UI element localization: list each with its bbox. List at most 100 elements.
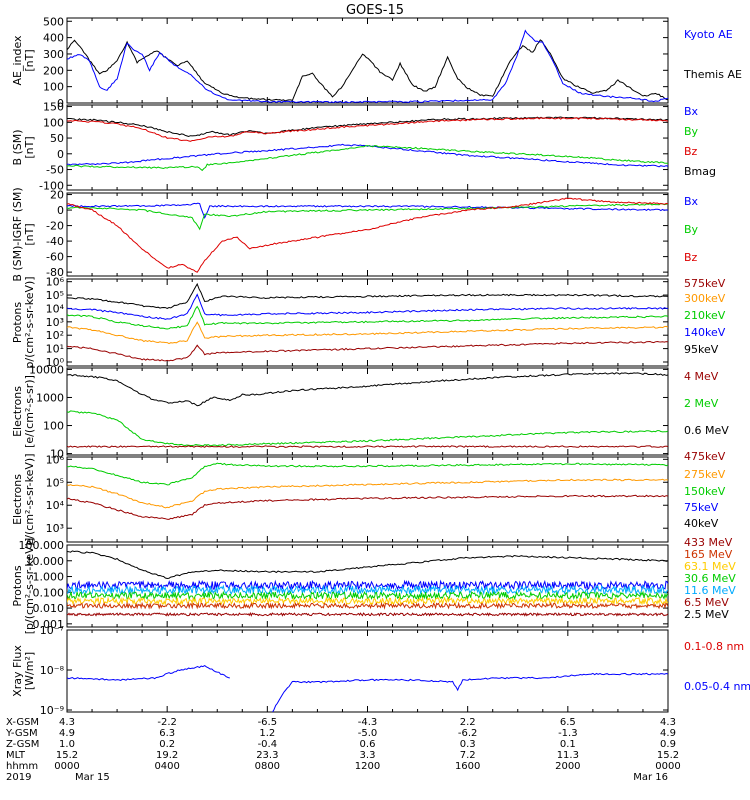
- series-trace: [67, 202, 668, 219]
- y-tick-label: 100.000: [19, 539, 65, 552]
- series-trace: [67, 494, 668, 520]
- y-tick-label: -100: [39, 179, 64, 192]
- y-axis-label-line1: Protons: [11, 565, 24, 606]
- legend-entry: Bx: [684, 105, 699, 118]
- y-axis-label-line2: [p/(cm²-s-sr-keV)]: [23, 538, 36, 635]
- panel-traces: [67, 29, 668, 103]
- y-axis-label-line1: Protons: [11, 302, 24, 343]
- series-trace: [67, 116, 668, 138]
- y-axis-label: Protons [p/(cm²-s-sr-keV)]: [11, 538, 36, 635]
- x-row-label: 2019: [6, 772, 31, 783]
- y-axis-label: Electrons [e/(cm²-s-sr)]: [11, 375, 36, 448]
- panel-3: 20 0 -20 -40 -60 -80 B (SM)-IGRF (SM) [nT] Bx By B…: [11, 187, 699, 281]
- series-trace: [67, 144, 668, 172]
- y-axis-label-line2: e/(cm²-s-sr-keV)]: [23, 454, 36, 546]
- x-column-value: 11.3: [557, 750, 579, 761]
- x-column-value: 0800: [255, 761, 280, 772]
- proton-band-trace: [67, 579, 668, 592]
- y-tick-label: 1.000: [33, 571, 65, 584]
- y-tick-label: 100: [43, 420, 64, 433]
- x-column-value: Mar 15: [75, 772, 110, 783]
- panel-frame: [66, 17, 669, 104]
- series-trace: [271, 672, 668, 712]
- x-column-value: 0.3: [460, 739, 476, 750]
- series-trace: [67, 410, 668, 447]
- y-tick-label: 10⁻⁷: [40, 624, 64, 637]
- panel-7: 100.00010.0001.0000.1000.0100.001Protons…: [11, 536, 736, 634]
- legend-entry: Themis AE: [683, 68, 742, 81]
- x-column-value: -2.2: [157, 717, 177, 728]
- panel-6: 10⁶ 10⁵ 10⁴ 10³ Electrons e/(cm²-s-sr-keV)] 47…: [11, 450, 726, 545]
- series-trace: [67, 282, 668, 309]
- y-axis-label: B (SM)-IGRF (SM) [nT]: [11, 187, 36, 281]
- panel-traces: [67, 665, 668, 712]
- x-row-label: MLT: [6, 750, 26, 761]
- x-column-value: 1.0: [59, 739, 75, 750]
- legend-entry: 150keV: [684, 485, 726, 498]
- y-tick-label: 150: [43, 101, 64, 114]
- y-axis-label-line2: [e/(cm²-s-sr)]: [23, 375, 36, 448]
- x-column-value: -6.5: [258, 717, 278, 728]
- x-row-label: Y-GSM: [5, 728, 38, 739]
- y-tick-label: 10⁴: [46, 499, 65, 512]
- legend-entry: 63.1 MeV: [684, 560, 736, 573]
- legend-entry: 11.6 MeV: [684, 584, 736, 597]
- x-column-value: -5.0: [358, 728, 378, 739]
- x-column-value: 0.9: [660, 739, 676, 750]
- proton-band-trace: [67, 611, 668, 617]
- plot-title: GOES-15: [346, 3, 404, 18]
- y-tick-label: 20: [50, 189, 64, 202]
- y-axis-label: AE_index [nT]: [11, 35, 36, 86]
- y-tick-label: 0.010: [33, 602, 65, 615]
- panel-5: 10000 1000 100 10 Electrons [e/(cm²-s-sr)] 4 M…: [11, 363, 729, 460]
- x-column-value: 4.9: [59, 728, 75, 739]
- y-tick-label: 50: [50, 132, 64, 145]
- y-axis-label-line1: AE_index: [11, 35, 24, 86]
- legend-entry: 433 MeV: [684, 536, 733, 549]
- y-tick-label: 0: [57, 204, 64, 217]
- series-trace: [67, 117, 668, 142]
- x-column-value: 2.2: [460, 717, 476, 728]
- y-tick-label: 300: [43, 48, 64, 61]
- panel-frame: [66, 456, 669, 543]
- x-column-value: 3.3: [360, 750, 376, 761]
- x-column-value: Mar 16: [633, 772, 668, 783]
- x-row-label: X-GSM: [6, 717, 39, 728]
- x-column-value: 4.3: [660, 717, 676, 728]
- x-column-value: 19.2: [156, 750, 178, 761]
- x-column-value: 1600: [455, 761, 480, 772]
- y-tick-label: -40: [46, 235, 64, 248]
- y-tick-label: 10¹: [46, 343, 64, 356]
- legend-entry: 95keV: [684, 343, 719, 356]
- legend-entry: 30.6 MeV: [684, 572, 736, 585]
- legend-entry: 575keV: [684, 277, 726, 290]
- series-trace: [67, 293, 668, 320]
- x-column-value: 4.3: [59, 717, 75, 728]
- y-tick-label: -50: [46, 164, 64, 177]
- y-axis-label-line1: Electrons: [11, 474, 24, 525]
- x-column-value: 0400: [154, 761, 179, 772]
- y-tick-label: 10000: [29, 363, 64, 376]
- x-column-value: 15.2: [56, 750, 78, 761]
- y-axis-label-line2: [nT]: [23, 136, 36, 158]
- legend-entry: 140keV: [684, 326, 726, 339]
- legend-entry: Bz: [684, 145, 698, 158]
- series-trace: [67, 321, 668, 345]
- legend-entry: 4 MeV: [684, 370, 719, 383]
- legend-entry: Bz: [684, 251, 698, 264]
- legend-entry: By: [684, 223, 699, 236]
- legend-entry: 0.6 MeV: [684, 424, 729, 437]
- y-tick-label: -20: [46, 220, 64, 233]
- series-trace: [67, 340, 668, 362]
- x-column-value: 0000: [54, 761, 79, 772]
- legend-entry: 165 MeV: [684, 548, 733, 561]
- legend-entry: 6.5 MeV: [684, 596, 729, 609]
- y-tick-label: 10⁶: [46, 453, 65, 466]
- legend-entry: 0.1-0.8 nm: [684, 640, 744, 653]
- series-trace: [67, 445, 668, 448]
- panel-traces: [67, 372, 668, 448]
- y-tick-label: 1000: [36, 391, 64, 404]
- legend-entry: 2 MeV: [684, 397, 719, 410]
- y-tick-label: 10⁰: [46, 356, 65, 369]
